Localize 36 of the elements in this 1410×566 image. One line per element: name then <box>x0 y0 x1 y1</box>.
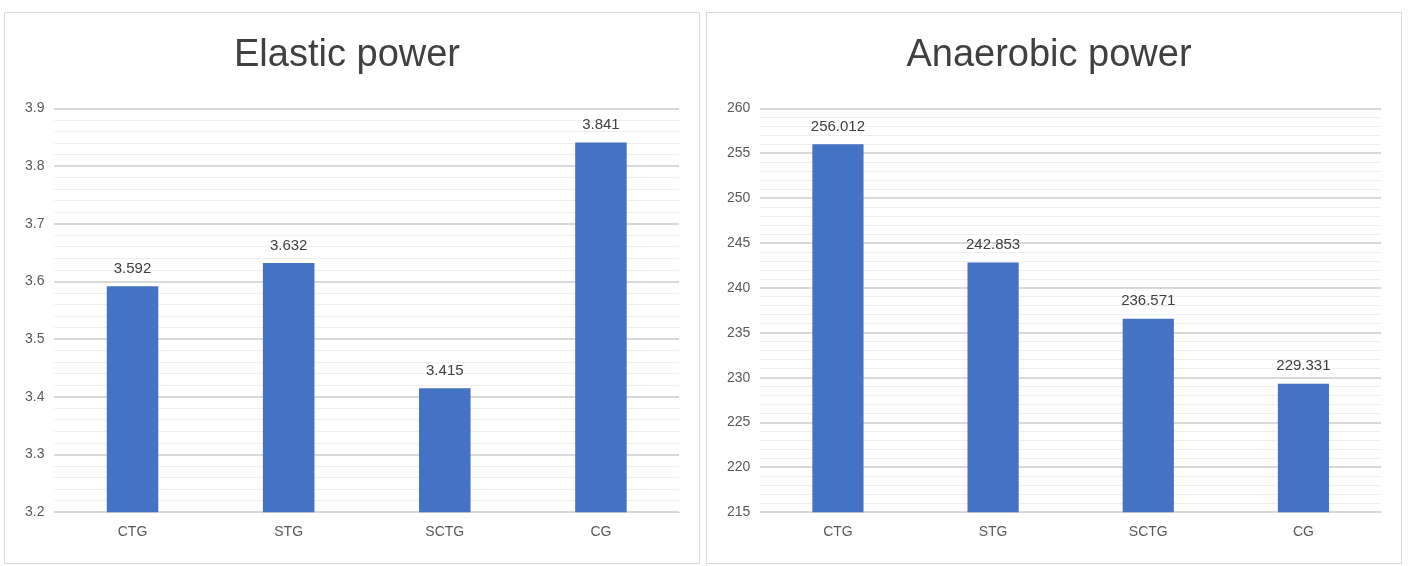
data-label: 3.415 <box>426 360 464 378</box>
y-tick-label: 3.2 <box>24 503 45 520</box>
y-tick-label: 235 <box>727 323 751 340</box>
x-tick-label: CTG <box>823 523 853 540</box>
y-tick-label: 3.7 <box>24 214 45 231</box>
y-tick-label: 230 <box>727 368 751 385</box>
y-tick-label: 3.3 <box>24 445 45 462</box>
chart-title: Anaerobic power <box>906 32 1192 75</box>
data-label: 229.331 <box>1276 356 1331 374</box>
data-label: 3.632 <box>269 235 308 253</box>
x-tick-label: STG <box>274 523 304 540</box>
data-label: 3.592 <box>113 258 152 276</box>
y-tick-label: 3.4 <box>24 387 45 404</box>
y-tick-label: 3.8 <box>24 157 45 174</box>
x-tick-label: CG <box>590 523 612 540</box>
x-tick-label: CG <box>1292 523 1314 540</box>
y-tick-label: 3.9 <box>24 99 45 116</box>
y-tick-label: 245 <box>727 233 751 250</box>
y-tick-label: 3.5 <box>24 330 45 347</box>
data-label: 256.012 <box>810 117 866 135</box>
y-tick-label: 250 <box>727 189 751 206</box>
x-tick-label: SCTG <box>425 523 465 540</box>
y-tick-label: 215 <box>727 503 751 520</box>
y-tick-label: 3.6 <box>24 272 45 289</box>
chart-title: Elastic power <box>234 32 461 75</box>
y-tick-label: 220 <box>727 458 751 475</box>
x-tick-label: SCTG <box>1128 523 1168 540</box>
data-label: 242.853 <box>965 235 1021 253</box>
data-label: 3.841 <box>582 115 620 133</box>
x-tick-label: CTG <box>117 523 148 540</box>
y-tick-label: 225 <box>727 413 751 430</box>
data-label: 236.571 <box>1121 291 1176 309</box>
y-tick-label: 240 <box>727 278 751 295</box>
y-tick-label: 255 <box>727 144 751 161</box>
x-tick-label: STG <box>978 523 1008 540</box>
y-tick-label: 260 <box>727 99 751 116</box>
